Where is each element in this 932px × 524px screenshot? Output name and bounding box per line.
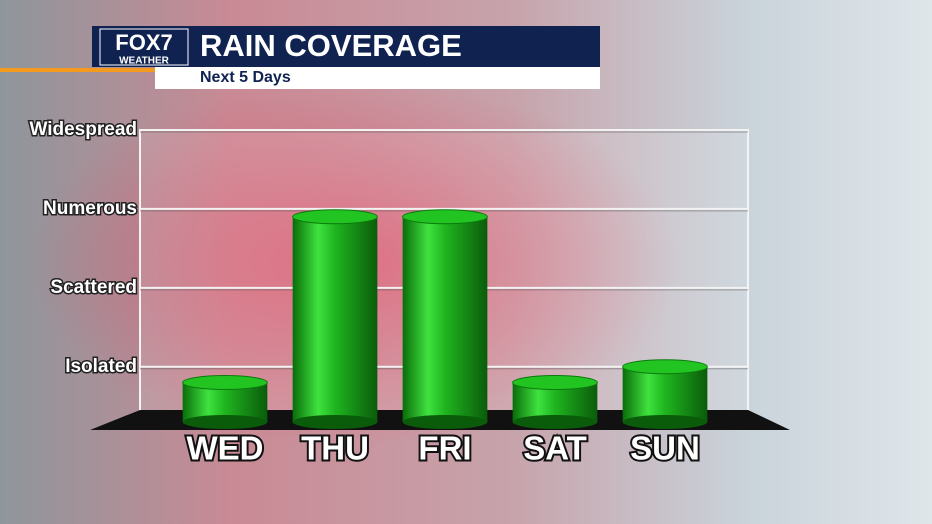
bar-top <box>622 359 708 375</box>
bar-top <box>512 375 598 391</box>
bar-base <box>622 415 708 429</box>
bar-base <box>292 415 378 429</box>
x-tick-label: FRI <box>418 430 471 467</box>
x-tick-label: SAT <box>523 430 587 467</box>
bar <box>622 366 708 422</box>
y-tick-label: Scattered <box>50 277 137 298</box>
bar-base <box>182 415 268 429</box>
y-tick-label: Widespread <box>29 119 137 140</box>
bar-top <box>182 375 268 391</box>
bar-top <box>402 209 488 225</box>
chart-subtitle: Next 5 Days <box>200 69 291 86</box>
logo: FOX7 <box>115 30 172 55</box>
subtitle-box <box>155 67 600 89</box>
bar-base <box>402 415 488 429</box>
logo-subtext: WEATHER <box>119 56 170 67</box>
x-tick-label: SUN <box>630 430 700 467</box>
bar <box>402 216 488 422</box>
y-tick-label: Numerous <box>43 198 137 219</box>
bar-top <box>292 209 378 225</box>
y-tick-label: Isolated <box>65 356 137 377</box>
x-tick-label: THU <box>301 430 369 467</box>
bar-base <box>512 415 598 429</box>
chart-title: RAIN COVERAGE <box>200 28 462 63</box>
x-tick-label: WED <box>187 430 264 467</box>
logo-box <box>99 28 189 66</box>
bar <box>292 216 378 422</box>
